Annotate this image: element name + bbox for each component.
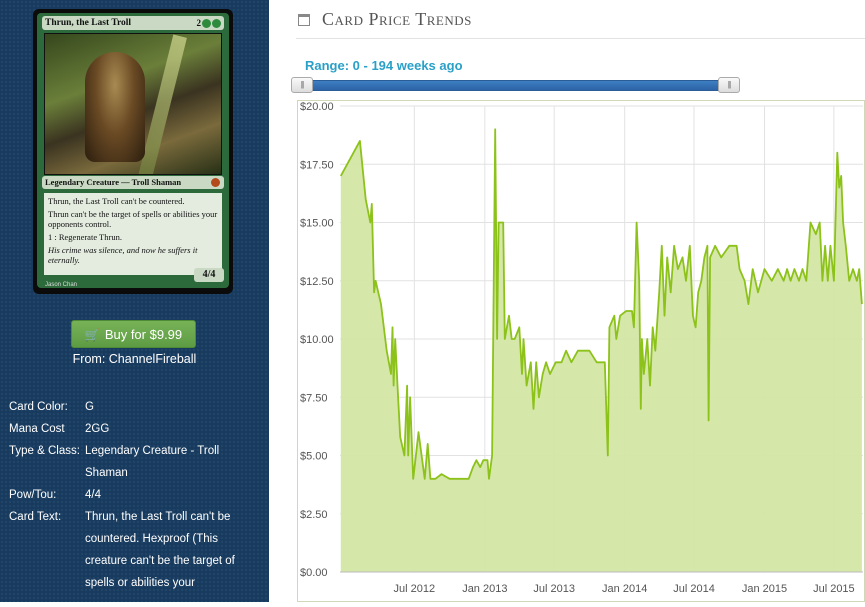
price-chart-svg: $20.00 $17.50 $15.00 $12.50 $10.00 $7.50 $5.00… xyxy=(297,100,865,602)
card-flavor-text: His crime was silence, and now he suffer… xyxy=(48,245,198,265)
y-tick-label: $7.50 xyxy=(300,392,328,404)
y-tick-label: $20.00 xyxy=(300,101,334,113)
y-tick-label: $0.00 xyxy=(300,567,328,579)
card-sidebar: Thrun, the Last Troll 2 Legendary Creatu… xyxy=(0,0,269,602)
card-rules-text: 1 : Regenerate Thrun. xyxy=(48,232,122,242)
y-tick-label: $12.50 xyxy=(300,276,334,288)
card-title-bar: Thrun, the Last Troll 2 xyxy=(42,16,224,30)
detail-value: Legendary Creature - Troll Shaman xyxy=(85,445,220,479)
card-mana-cost: 2 xyxy=(196,16,221,30)
card-name: Thrun, the Last Troll xyxy=(45,18,132,28)
range-slider-handle-max[interactable]: ||| xyxy=(718,77,740,93)
x-tick-label: Jul 2014 xyxy=(673,583,715,595)
detail-row-color: Card Color: G xyxy=(9,396,259,418)
detail-label: Mana Cost xyxy=(9,423,65,435)
detail-label: Type & Class: xyxy=(9,445,80,457)
detail-label: Card Text: xyxy=(9,511,62,523)
range-slider-track[interactable] xyxy=(302,80,730,91)
seller-label: From: ChannelFireball xyxy=(72,352,197,366)
green-mana-icon xyxy=(212,19,221,29)
price-line xyxy=(340,128,863,480)
buy-button-label: Buy for $9.99 xyxy=(104,327,183,342)
y-tick-label: $2.50 xyxy=(300,509,328,521)
panel-title: Card Price Trends xyxy=(322,9,472,29)
card-art xyxy=(44,33,222,175)
x-tick-label: Jan 2014 xyxy=(602,583,647,595)
x-tick-label: Jan 2015 xyxy=(742,583,787,595)
x-tick-label: Jul 2015 xyxy=(813,583,855,595)
x-tick-label: Jan 2013 xyxy=(462,583,507,595)
detail-row-pow-tou: Pow/Tou: 4/4 xyxy=(9,484,259,506)
detail-row-card-text: Card Text: Thrun, the Last Troll can't be… xyxy=(9,506,259,594)
y-tick-label: $10.00 xyxy=(300,334,334,346)
price-chart: $20.00 $17.50 $15.00 $12.50 $10.00 $7.50 $5.00… xyxy=(297,100,865,602)
x-tick-label: Jul 2013 xyxy=(533,583,575,595)
shopping-cart-icon: 🛒 xyxy=(84,328,100,342)
detail-row-type: Type & Class: Legendary Creature - Troll … xyxy=(9,440,259,484)
card-artist: Jason Chan xyxy=(45,282,78,288)
card-frame: Thrun, the Last Troll 2 Legendary Creatu… xyxy=(37,13,229,288)
range-slider-handle-min[interactable]: ||| xyxy=(291,77,313,93)
card-image: Thrun, the Last Troll 2 Legendary Creatu… xyxy=(33,9,233,294)
range-label: Range: 0 - 194 weeks ago xyxy=(305,58,463,73)
card-rules-text: Thrun, the Last Troll can't be countered… xyxy=(48,196,185,206)
detail-row-mana-cost: Mana Cost 2GG xyxy=(9,418,259,440)
y-tick-label: $15.00 xyxy=(300,218,334,230)
card-rules-text: Thrun can't be the target of spells or a… xyxy=(48,209,218,229)
card-power-toughness: 4/4 xyxy=(194,268,224,282)
detail-label: Card Color: xyxy=(9,401,68,413)
card-text-box: Thrun, the Last Troll can't be countered… xyxy=(44,193,222,275)
title-divider xyxy=(296,38,865,39)
y-tick-label: $5.00 xyxy=(300,451,328,463)
card-type-bar: Legendary Creature — Troll Shaman xyxy=(42,176,224,189)
x-tick-label: Jul 2012 xyxy=(394,583,436,595)
detail-value: 4/4 xyxy=(85,489,101,501)
mana-generic: 2 xyxy=(196,18,202,28)
set-symbol-icon xyxy=(211,178,220,187)
price-area-fill xyxy=(340,129,862,573)
detail-value: G xyxy=(85,401,94,413)
green-mana-icon xyxy=(202,19,211,29)
detail-value: 2GG xyxy=(85,423,110,435)
card-details: Card Color: G Mana Cost 2GG Type & Class: L… xyxy=(9,396,259,594)
calendar-icon xyxy=(298,14,310,26)
card-type-line: Legendary Creature — Troll Shaman xyxy=(45,177,182,187)
troll-figure xyxy=(85,52,145,162)
buy-button[interactable]: 🛒 Buy for $9.99 xyxy=(71,320,196,348)
detail-value: Thrun, the Last Troll can't be countered… xyxy=(85,511,235,589)
detail-label: Pow/Tou: xyxy=(9,489,57,501)
y-tick-label: $17.50 xyxy=(300,159,334,171)
